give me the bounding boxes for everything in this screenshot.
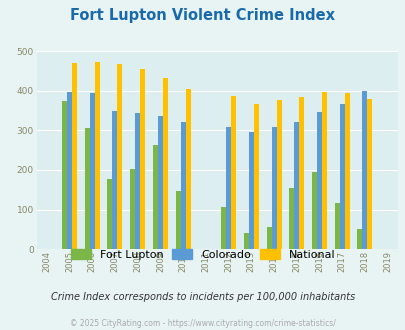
Bar (117, 64, 122, 249)
Bar (248, 132, 253, 249)
Text: © 2025 CityRating.com - https://www.cityrating.com/crime-statistics/: © 2025 CityRating.com - https://www.city… (70, 319, 335, 328)
Bar (72, 63, 77, 249)
Text: Crime Index corresponds to incidents per 100,000 inhabitants: Crime Index corresponds to incidents per… (51, 292, 354, 302)
Bar (344, 93, 349, 249)
Bar (85, 128, 90, 249)
Bar (112, 111, 117, 249)
Bar (316, 112, 321, 249)
Bar (356, 229, 362, 249)
Bar (90, 93, 94, 249)
Bar (253, 104, 258, 249)
Bar (298, 97, 303, 249)
Bar (158, 116, 162, 249)
Bar (294, 122, 298, 249)
Bar (362, 91, 367, 249)
Text: Fort Lupton Violent Crime Index: Fort Lupton Violent Crime Index (70, 8, 335, 23)
Bar (162, 79, 168, 249)
Bar (135, 113, 140, 249)
Bar (94, 62, 100, 249)
Bar (367, 99, 371, 249)
Bar (180, 122, 185, 249)
Bar (221, 207, 226, 249)
Bar (62, 101, 67, 249)
Bar (226, 127, 230, 249)
Bar (271, 127, 276, 249)
Bar (334, 203, 339, 249)
Bar (339, 104, 344, 249)
Bar (107, 179, 112, 249)
Legend: Fort Lupton, Colorado, National: Fort Lupton, Colorado, National (70, 249, 335, 260)
Bar (130, 169, 135, 249)
Bar (153, 146, 158, 249)
Bar (67, 92, 72, 249)
Bar (140, 69, 145, 249)
Bar (243, 233, 248, 249)
Bar (230, 95, 235, 249)
Bar (321, 92, 326, 249)
Bar (276, 100, 281, 249)
Bar (185, 89, 190, 249)
Bar (288, 188, 294, 249)
Bar (266, 227, 271, 249)
Bar (311, 172, 316, 249)
Bar (175, 190, 180, 249)
